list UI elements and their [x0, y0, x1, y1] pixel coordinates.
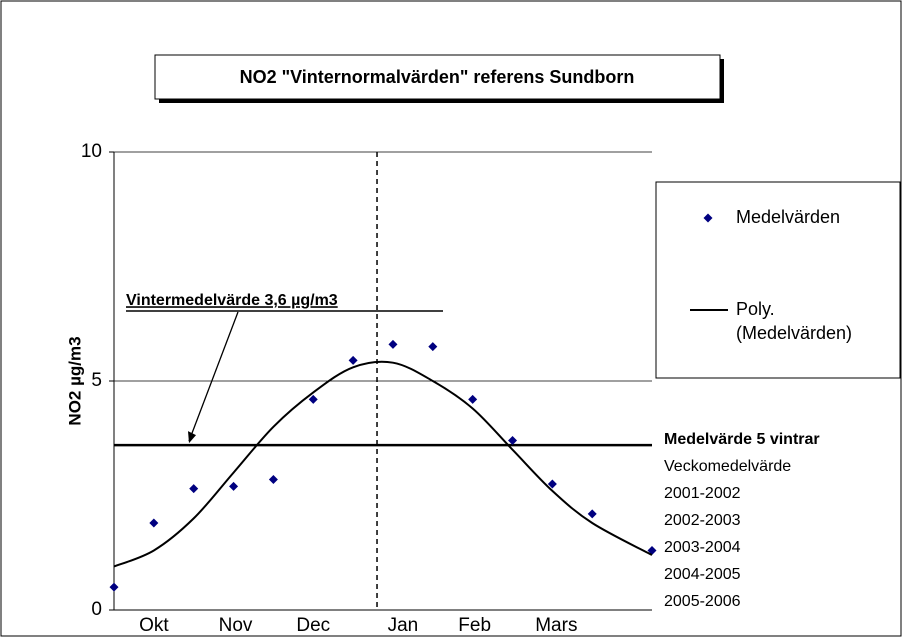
data-point	[587, 509, 597, 519]
data-point	[109, 582, 119, 592]
y-tick-label: 10	[81, 141, 102, 162]
trend-line	[113, 360, 653, 568]
note: 2004-2005	[664, 566, 741, 583]
mean-label: Vintermedelvärde 3,6 µg/m3	[126, 292, 338, 309]
title-box	[154, 54, 721, 100]
legend-label: Medelvärden	[736, 207, 840, 227]
note: Veckomedelvärde	[664, 458, 791, 475]
data-point	[508, 436, 518, 446]
data-point	[428, 342, 438, 352]
x-tick-label: Mars	[535, 615, 577, 636]
data-point	[468, 394, 478, 404]
mean-arrow	[188, 311, 239, 442]
data-point	[189, 484, 199, 494]
y-tick-label: 5	[91, 370, 102, 391]
y-tick-label: 0	[91, 599, 102, 620]
chart-title: NO2 "Vinternormalvärden" referens Sundbo…	[240, 67, 635, 87]
data-point	[268, 474, 278, 484]
x-tick-label: Feb	[458, 615, 491, 636]
note: 2005-2006	[664, 593, 741, 610]
legend-marker	[703, 213, 713, 223]
legend-box	[655, 181, 901, 379]
data-point	[308, 394, 318, 404]
note: 2002-2003	[664, 512, 741, 529]
data-point	[229, 481, 239, 491]
x-tick-label: Dec	[296, 615, 330, 636]
y-axis-label: NO2 µg/m3	[65, 336, 84, 425]
data-point	[348, 355, 358, 365]
note: 2003-2004	[664, 539, 741, 556]
x-tick-label: Jan	[388, 615, 419, 636]
x-tick-label: Nov	[219, 615, 253, 636]
legend-label: Poly. (Medelvärden)	[736, 299, 852, 343]
note: 2001-2002	[664, 485, 741, 502]
x-tick-label: Okt	[139, 615, 169, 636]
mean-arrowhead	[188, 431, 196, 444]
data-point	[388, 339, 398, 349]
data-point	[547, 479, 557, 489]
note: Medelvärde 5 vintrar	[664, 431, 820, 448]
data-point	[149, 518, 159, 528]
data-point	[647, 545, 657, 555]
